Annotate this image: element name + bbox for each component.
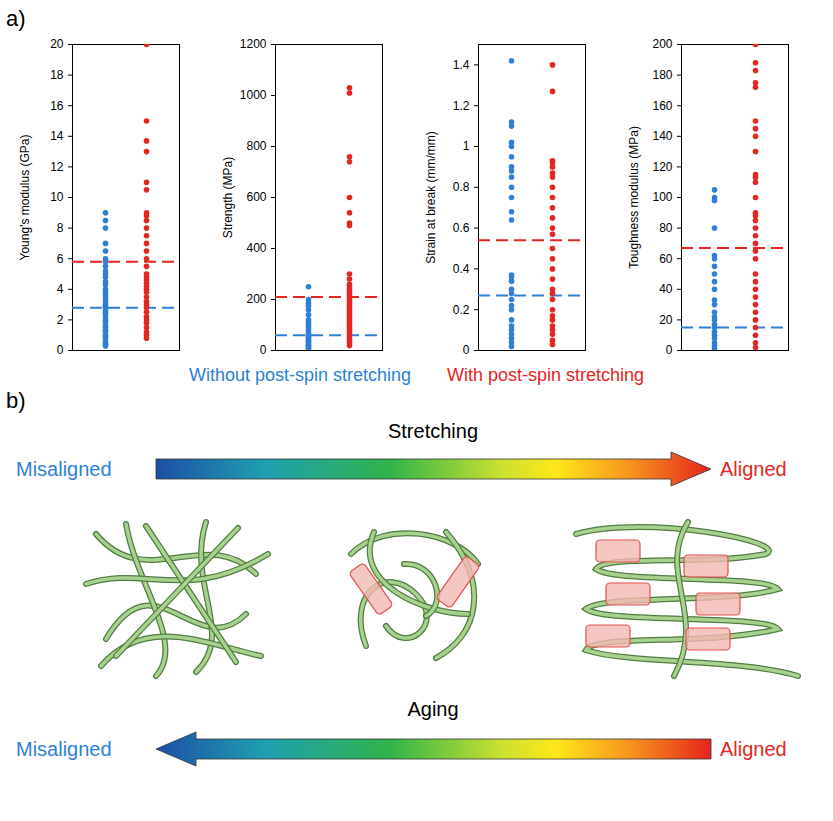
svg-text:Stretching: Stretching (388, 420, 478, 442)
svg-text:Aging: Aging (407, 698, 458, 720)
svg-text:1000: 1000 (240, 88, 267, 102)
svg-text:100: 100 (652, 190, 672, 204)
svg-text:60: 60 (659, 252, 673, 266)
svg-text:4: 4 (57, 282, 64, 296)
svg-text:Toughness modulus (MPa): Toughness modulus (MPa) (627, 126, 641, 269)
html-text:b): b) (6, 388, 26, 413)
svg-text:16: 16 (50, 99, 64, 113)
html-text:Without post-spin stretching: Without post-spin stretching (188, 365, 411, 385)
html-text:a): a) (6, 6, 26, 31)
svg-text:0.6: 0.6 (453, 221, 470, 235)
svg-text:Aligned: Aligned (720, 738, 787, 760)
svg-text:400: 400 (246, 241, 266, 255)
svg-text:10: 10 (50, 190, 64, 204)
svg-text:20: 20 (50, 37, 64, 51)
svg-text:Misaligned: Misaligned (16, 738, 112, 760)
svg-text:Aligned: Aligned (720, 458, 787, 480)
svg-text:0: 0 (463, 343, 470, 357)
svg-text:1.4: 1.4 (453, 58, 470, 72)
svg-text:1: 1 (463, 139, 470, 153)
svg-text:80: 80 (659, 221, 673, 235)
svg-text:Misaligned: Misaligned (16, 458, 112, 480)
svg-text:14: 14 (50, 129, 64, 143)
svg-text:1.2: 1.2 (453, 99, 470, 113)
svg-text:1200: 1200 (240, 37, 267, 51)
svg-text:Strain at break (mm/mm): Strain at break (mm/mm) (424, 131, 438, 264)
svg-text:6: 6 (57, 252, 64, 266)
svg-text:40: 40 (659, 282, 673, 296)
svg-text:Young's modulus (GPa): Young's modulus (GPa) (18, 135, 32, 261)
svg-text:160: 160 (652, 99, 672, 113)
svg-text:800: 800 (246, 139, 266, 153)
html-text:With post-spin stretching: With post-spin stretching (447, 365, 645, 385)
svg-text:200: 200 (246, 292, 266, 306)
svg-text:8: 8 (57, 221, 64, 235)
svg-text:120: 120 (652, 160, 672, 174)
svg-text:200: 200 (652, 37, 672, 51)
svg-text:0: 0 (57, 343, 64, 357)
svg-text:0.2: 0.2 (453, 303, 470, 317)
svg-text:180: 180 (652, 68, 672, 82)
svg-text:20: 20 (659, 313, 673, 327)
svg-text:0: 0 (260, 343, 267, 357)
svg-text:0.4: 0.4 (453, 262, 470, 276)
svg-text:12: 12 (50, 160, 64, 174)
svg-text:0: 0 (666, 343, 673, 357)
svg-text:2: 2 (57, 313, 64, 327)
svg-text:600: 600 (246, 190, 266, 204)
svg-text:140: 140 (652, 129, 672, 143)
svg-text:18: 18 (50, 68, 64, 82)
svg-text:Strength (MPa): Strength (MPa) (221, 157, 235, 238)
svg-text:0.8: 0.8 (453, 180, 470, 194)
